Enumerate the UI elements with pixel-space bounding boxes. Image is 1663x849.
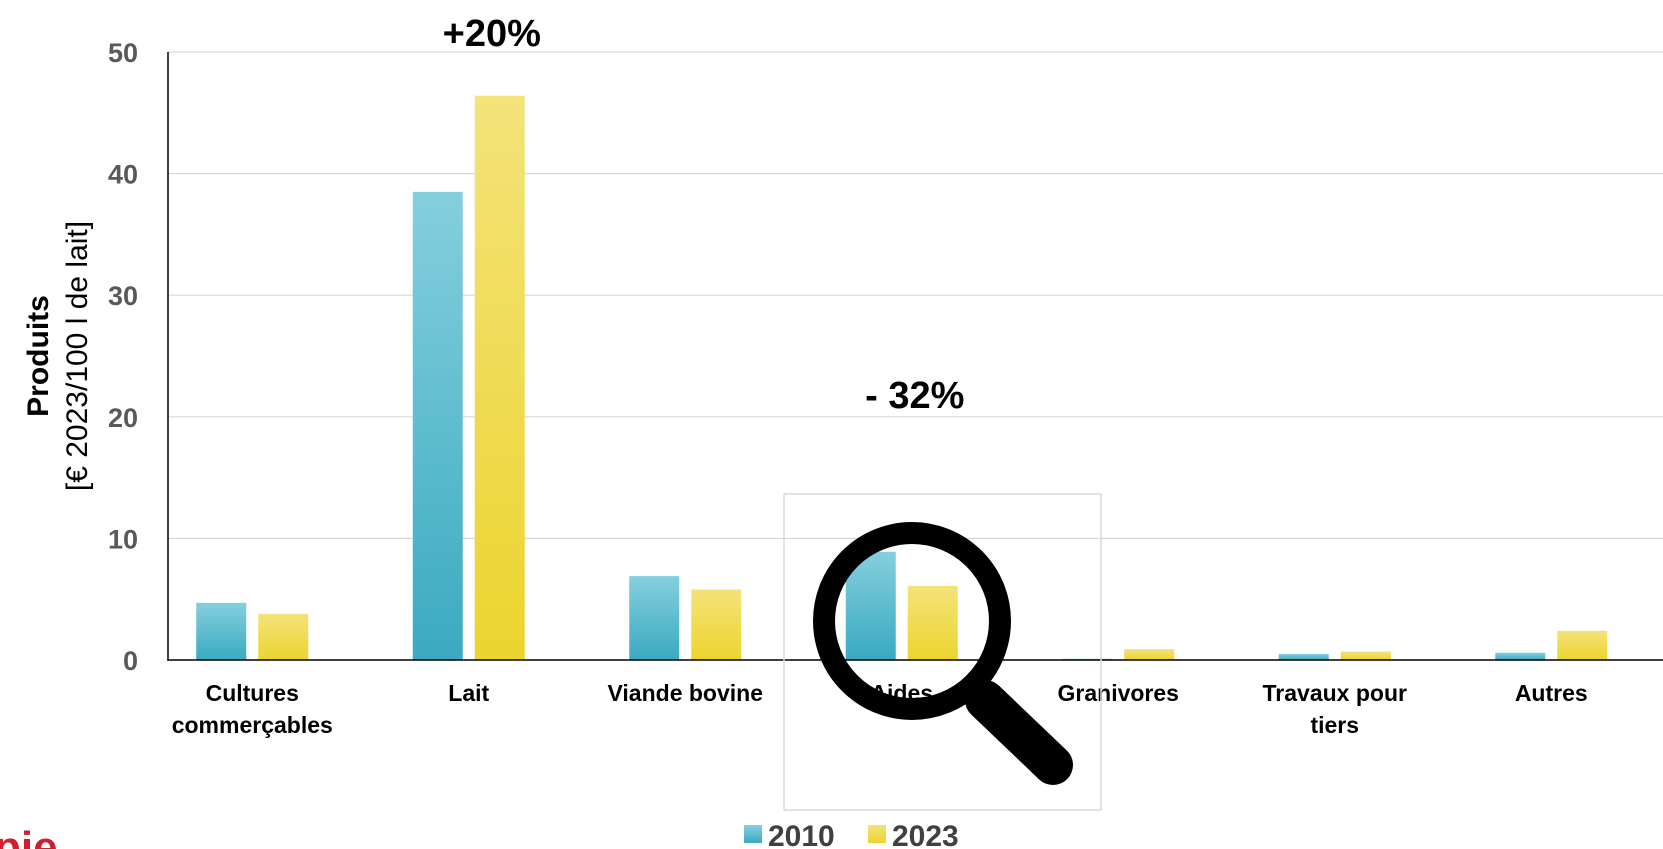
y-tick-label: 30 [108,281,138,311]
bar-2010 [1495,652,1546,660]
change-annotation: - 32% [865,375,964,417]
bar-2023 [907,585,958,660]
bar-2010 [629,576,680,660]
x-tick-label: Cultures [206,680,299,706]
logo-fragment: pie [0,823,58,849]
y-tick-label: 40 [108,160,138,190]
y-axis-unit: [€ 2023/100 l de lait] [61,221,94,491]
x-tick-label: commerçables [172,712,333,738]
bar-2023 [474,95,525,660]
y-tick-label: 0 [123,646,138,676]
x-tick-label: Lait [448,680,489,706]
y-axis-title: Produits [22,295,55,417]
bar-2010 [1278,653,1329,660]
x-tick-label: Viande bovine [607,680,763,706]
bar-2023 [1340,651,1391,660]
x-tick-label: Autres [1515,680,1588,706]
change-annotation: +20% [443,13,541,55]
bar-2023 [1124,649,1175,660]
x-tick-label: tiers [1310,712,1359,738]
bar-2010 [412,191,463,660]
legend-swatch-2010 [744,825,762,843]
bar-2010 [196,602,247,660]
zoom-highlight-box [783,493,1102,811]
y-tick-label: 50 [108,38,138,68]
legend-label: 2023 [892,820,959,849]
y-tick-label: 20 [108,403,138,433]
bar-2023 [691,589,742,660]
bar-2023 [1557,630,1608,660]
legend-label: 2010 [768,820,835,849]
x-tick-label: Granivores [1058,680,1179,706]
bar-2023 [258,613,309,660]
magnifier-icon [813,522,1073,785]
legend-swatch-2023 [868,825,886,843]
y-tick-label: 10 [108,524,138,554]
x-tick-label: Travaux pour [1263,680,1407,706]
